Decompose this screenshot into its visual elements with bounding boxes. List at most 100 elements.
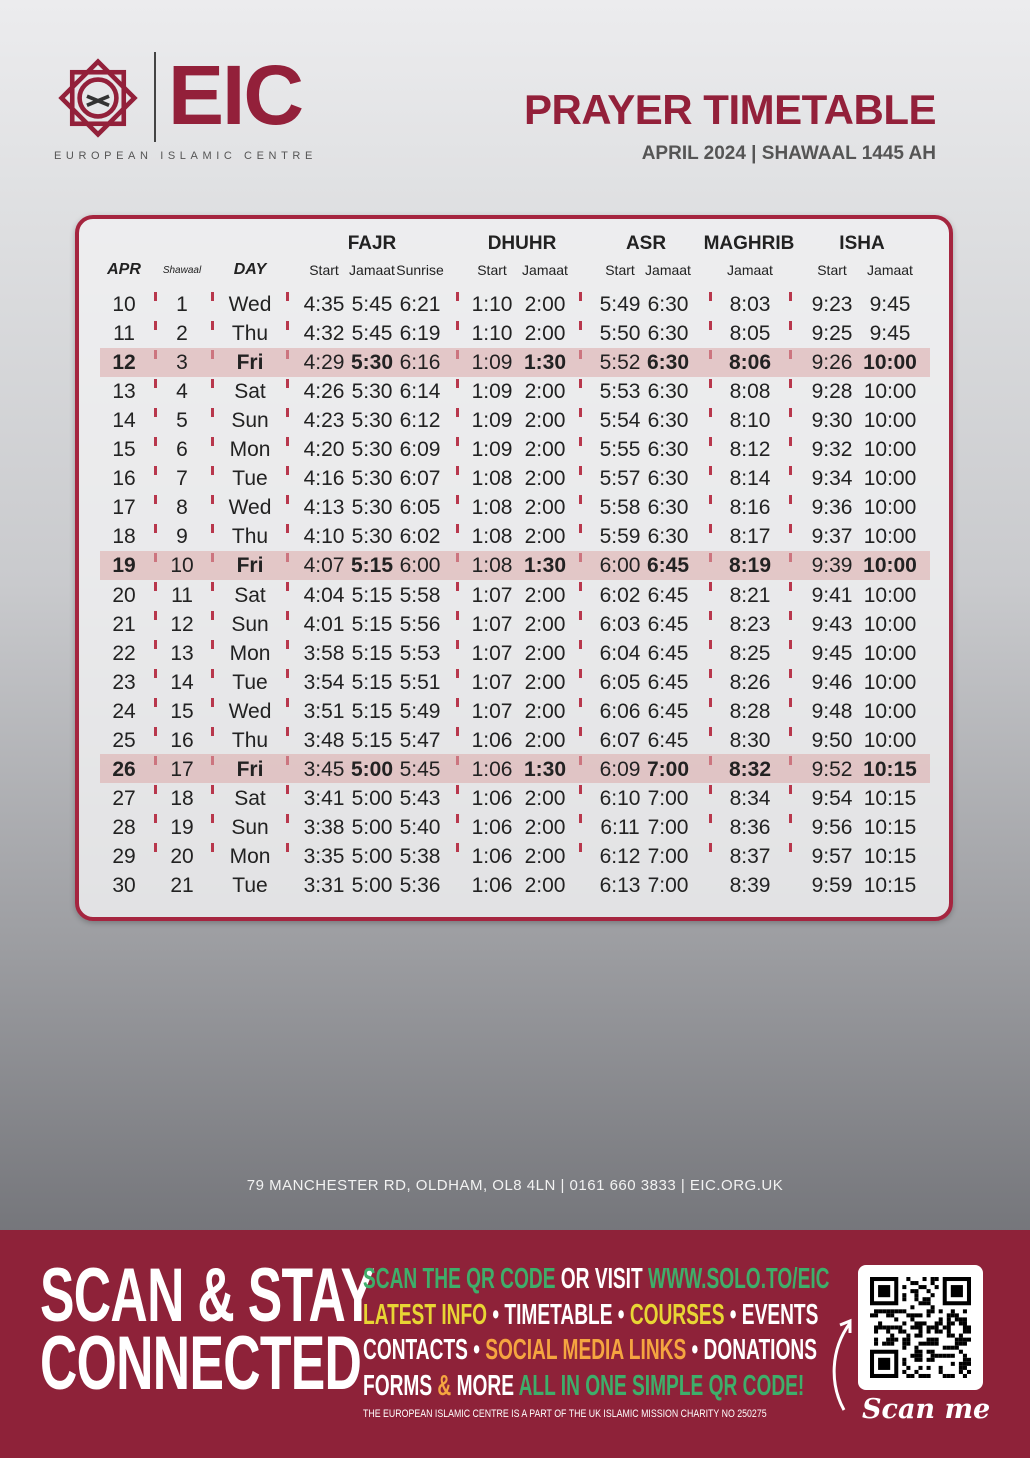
footer-line: CONTACTS • SOCIAL MEDIA LINKS • DONATION… [363, 1333, 817, 1367]
table-cell: 5:45 [351, 322, 393, 346]
table-cell: 5:50 [599, 322, 641, 346]
table-cell: 4:04 [303, 583, 345, 607]
table-cell: 4:35 [303, 293, 345, 316]
logo-divider [154, 52, 156, 142]
table-cell: 3:31 [303, 874, 345, 897]
table-cell: 6:45 [647, 583, 689, 607]
table-cell: 6:05 [399, 496, 441, 520]
table-cell: Thu [231, 728, 269, 752]
table-cell: 5:30 [351, 438, 393, 462]
table-cell: 21 [170, 874, 194, 897]
table-cell: 1:07 [471, 699, 513, 723]
table-cell: 10:00 [863, 409, 917, 433]
table-cell: 9:23 [811, 293, 853, 316]
table-cell: 10:00 [863, 670, 917, 694]
table-cell: 20 [170, 844, 194, 868]
table-cell: 9:50 [811, 728, 853, 752]
table-cell: 9:28 [811, 380, 853, 404]
table-cell: 5:58 [599, 496, 641, 520]
table-cell: 6:09 [599, 757, 641, 781]
table-cell: 5:15 [351, 699, 393, 723]
qr-code[interactable] [858, 1265, 983, 1390]
table-cell: 5:15 [351, 583, 393, 607]
table-cell: 9:57 [811, 844, 853, 868]
table-cell: 2:00 [524, 815, 566, 839]
column-divider [211, 292, 214, 872]
footer-text-segment: FORMS [363, 1369, 438, 1402]
table-cell: Sun [231, 815, 269, 839]
table-cell: 6:12 [399, 409, 441, 433]
table-cell: 30 [112, 874, 136, 897]
footer-headline: SCAN & STAY CONNECTED [40, 1253, 375, 1402]
table-cell: 6:45 [647, 641, 689, 665]
table-cell: 9:41 [811, 583, 853, 607]
table-cell: 1 [176, 293, 188, 316]
page-title: PRAYER TIMETABLE [523, 86, 937, 133]
table-cell: Sat [234, 786, 266, 810]
table-cell: 6:45 [647, 728, 689, 752]
table-cell: 7:00 [647, 786, 689, 810]
table-cell: 18 [170, 786, 194, 810]
table-cell: 2:00 [524, 496, 566, 520]
table-cell: 9:30 [811, 409, 853, 433]
table-cell: 8:28 [729, 699, 771, 723]
table-cell: 9:48 [811, 699, 853, 723]
table-cell: 19 [170, 815, 194, 839]
table-cell: 5:51 [399, 670, 441, 694]
table-cell: 5:40 [399, 815, 441, 839]
table-cell: Mon [229, 641, 271, 665]
table-cell: 6:45 [647, 670, 689, 694]
table-cell: 10:00 [863, 641, 917, 665]
friday-highlight [100, 754, 930, 784]
table-cell: 5:30 [351, 525, 393, 549]
table-cell: 8:30 [729, 728, 771, 752]
table-cell: 5:56 [399, 612, 441, 636]
table-cell: 6:30 [647, 525, 689, 549]
table-cell: 7:00 [647, 815, 689, 839]
table-cell: 4:29 [303, 351, 345, 375]
table-cell: 3:54 [303, 670, 345, 694]
footer-text-segment: MORE [456, 1369, 519, 1402]
table-cell: 6:45 [647, 612, 689, 636]
table-cell: 13 [112, 380, 136, 404]
column-header: APR [107, 261, 141, 278]
table-cell: 24 [112, 699, 136, 723]
table-cell: 5:59 [599, 525, 641, 549]
table-cell: 9:43 [811, 612, 853, 636]
table-cell: 10:00 [863, 496, 917, 520]
table-cell: 1:07 [471, 583, 513, 607]
friday-highlight [100, 347, 930, 377]
table-cell: 4:07 [303, 554, 345, 578]
table-cell: 16 [170, 728, 194, 752]
table-cell: 3:45 [303, 757, 345, 781]
table-cell: 8:14 [729, 467, 771, 491]
table-cell: 6:14 [399, 380, 441, 404]
eic-logo-icon [58, 58, 138, 138]
table-cell: 3:48 [303, 728, 345, 752]
table-cell: 9:52 [811, 757, 853, 781]
table-cell: 8:05 [729, 322, 771, 346]
arrow-icon [832, 1318, 852, 1411]
table-cell: 9:54 [811, 786, 853, 810]
table-cell: 5:30 [351, 467, 393, 491]
footer-line: LATEST INFO • TIMETABLE • COURSES • EVEN… [363, 1298, 818, 1332]
footer-text-segment: OR VISIT [560, 1263, 649, 1295]
table-cell: 26 [112, 757, 136, 781]
table-cell: 6:30 [646, 351, 690, 375]
table-cell: 2:00 [524, 322, 566, 346]
group-header-asr: ASR [625, 233, 667, 254]
table-cell: 1:09 [471, 351, 513, 375]
table-cell: 2:00 [524, 844, 566, 868]
table-cell: Thu [231, 322, 269, 346]
headline-line-1: SCAN & STAY [40, 1253, 375, 1338]
table-cell: 1:30 [523, 757, 567, 781]
footer-text-segment: WWW.SOLO.TO/EIC [648, 1263, 830, 1295]
logo-text: EIC [168, 48, 304, 142]
column-divider [789, 292, 792, 872]
table-cell: Mon [229, 438, 271, 462]
table-cell: 3:58 [303, 641, 345, 665]
table-cell: 20 [112, 583, 136, 607]
table-cell: 15 [112, 438, 136, 462]
column-header: Sunrise [396, 262, 444, 278]
table-cell: 10:00 [863, 467, 917, 491]
